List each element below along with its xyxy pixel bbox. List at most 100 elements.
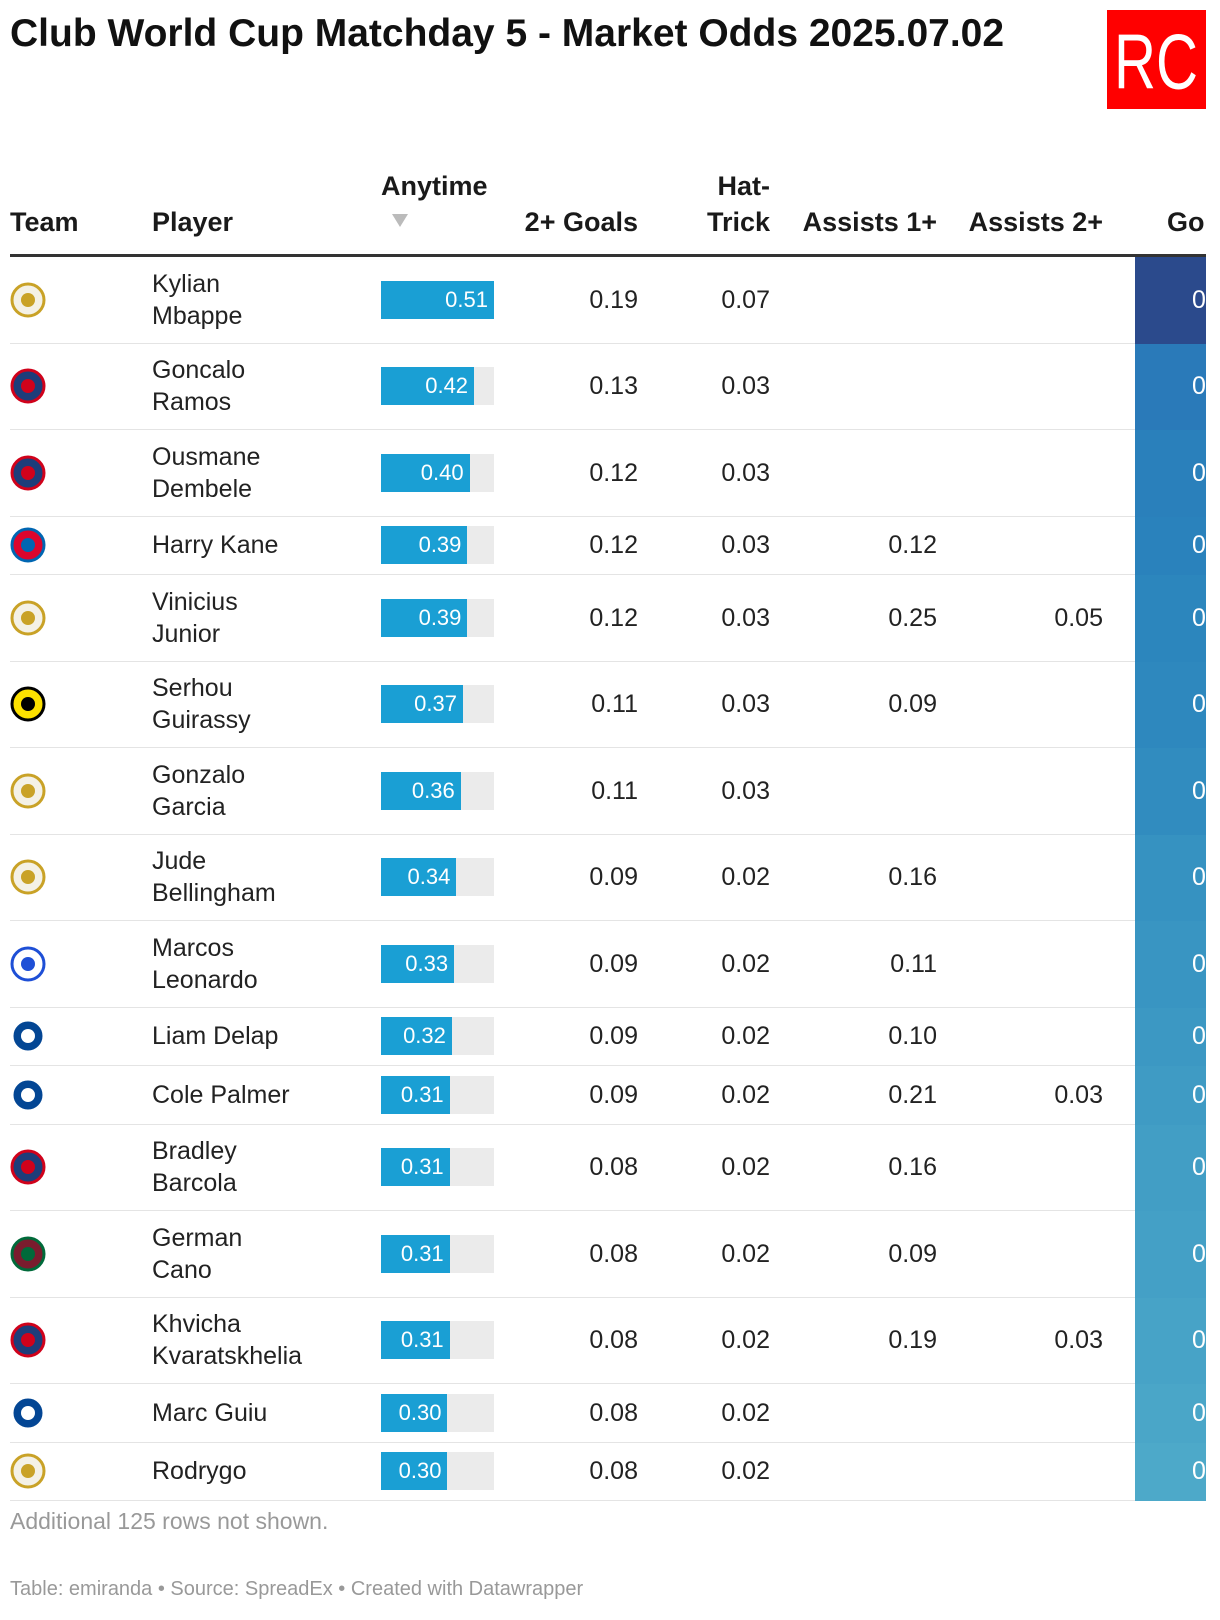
go-cell: 0 <box>1135 748 1206 835</box>
team-crest <box>10 1077 46 1113</box>
cell-value: 0.09 <box>888 690 937 719</box>
bar-track: 0.39 <box>381 526 494 565</box>
team-crest <box>10 1149 46 1185</box>
player-name: Ousmane Dembele <box>152 442 261 503</box>
bar-track: 0.31 <box>381 1148 494 1187</box>
table-body: Kylian Mbappe 0.51 0.19 0.07 0 Goncalo Ramos 0… <box>10 257 1206 1501</box>
player-cell: Ousmane Dembele <box>152 430 367 516</box>
player-cell: Khvicha Kvaratskhelia <box>152 1298 367 1384</box>
bar: 0.30 <box>381 1452 448 1491</box>
bar-label: 0.42 <box>425 373 469 399</box>
team-crest <box>10 946 46 982</box>
bar-label: 0.31 <box>400 1327 444 1353</box>
cell-value: 0.02 <box>721 1398 770 1427</box>
bar: 0.51 <box>381 280 494 319</box>
bar: 0.39 <box>381 598 468 637</box>
source: Table: emiranda • Source: SpreadEx • Cre… <box>10 1578 584 1600</box>
table-row: Vinicius Junior 0.39 0.12 0.03 0.25 0.05 0 <box>10 575 1206 662</box>
team-crest <box>10 859 46 895</box>
bar: 0.31 <box>381 1321 450 1360</box>
column-header[interactable]: Anytime <box>381 171 488 201</box>
cell-value: 0.12 <box>888 531 937 560</box>
player-name: Harry Kane <box>152 531 279 560</box>
player-cell: Kylian Mbappe <box>152 257 367 343</box>
player-name: Goncalo Ramos <box>152 356 246 417</box>
bar-label: 0.37 <box>414 691 457 717</box>
bar: 0.30 <box>381 1393 448 1432</box>
team-crest <box>10 368 46 404</box>
bar-track: 0.34 <box>381 858 494 897</box>
go-cell: 0 <box>1135 1384 1206 1443</box>
bar: 0.31 <box>381 1075 450 1114</box>
player-cell: Marcos Leonardo <box>152 921 367 1007</box>
table-row: Kylian Mbappe 0.51 0.19 0.07 0 <box>10 257 1206 344</box>
go-value: 0 <box>1192 1239 1206 1268</box>
bar-track: 0.32 <box>381 1017 494 1056</box>
cell-value: 0.03 <box>721 603 770 632</box>
bar-track: 0.30 <box>381 1393 494 1432</box>
cell-value: 0.02 <box>721 1326 770 1355</box>
player-name: Khvicha Kvaratskhelia <box>152 1310 303 1371</box>
cell-value: 0.03 <box>721 372 770 401</box>
cell-value: 0.16 <box>888 863 937 892</box>
bar-track: 0.40 <box>381 453 494 492</box>
go-value: 0 <box>1192 1022 1206 1051</box>
bar: 0.33 <box>381 944 455 983</box>
cell-value: 0.08 <box>589 1457 638 1486</box>
player-name: Vinicius Junior <box>152 587 238 648</box>
column-header-clip: Go <box>1150 160 1206 240</box>
bar: 0.39 <box>381 526 468 565</box>
cell-value: 0.12 <box>589 458 638 487</box>
cell-value: 0.08 <box>589 1398 638 1427</box>
table-row: Marc Guiu 0.30 0.08 0.02 0 <box>10 1384 1206 1443</box>
go-value: 0 <box>1192 863 1206 892</box>
cell-value: 0.09 <box>589 1022 638 1051</box>
team-crest <box>10 282 46 318</box>
bar: 0.31 <box>381 1234 450 1273</box>
bar-track: 0.51 <box>381 280 494 319</box>
cell-value: 0.03 <box>721 690 770 719</box>
go-value: 0 <box>1192 690 1206 719</box>
table-row: German Cano 0.31 0.08 0.02 0.09 0 <box>10 1211 1206 1298</box>
team-crest <box>10 455 46 491</box>
go-value: 0 <box>1192 458 1206 487</box>
bar-label: 0.36 <box>411 777 455 803</box>
cell-value: 0.02 <box>721 1080 770 1109</box>
player-name: Marc Guiu <box>152 1398 268 1427</box>
team-crest <box>10 686 46 722</box>
player-cell: Serhou Guirassy <box>152 662 367 748</box>
team-crest <box>10 1018 46 1054</box>
player-cell: Jude Bellingham <box>152 835 367 921</box>
column-header[interactable]: 2+ Goals <box>524 207 638 237</box>
go-cell: 0 <box>1135 1007 1206 1066</box>
cell-value: 0.12 <box>589 603 638 632</box>
player-cell: Cole Palmer <box>152 1066 367 1124</box>
cell-value: 0.02 <box>721 1239 770 1268</box>
cell-value: 0.25 <box>888 603 937 632</box>
cell-value: 0.09 <box>589 1080 638 1109</box>
player-cell: Gonzalo Garcia <box>152 748 367 834</box>
cell-value: 0.02 <box>721 1457 770 1486</box>
column-header[interactable]: Go <box>1167 207 1205 237</box>
column-header[interactable]: Assists 1+ <box>802 207 937 237</box>
go-cell: 0 <box>1135 921 1206 1008</box>
bar-label: 0.39 <box>418 532 462 558</box>
cell-value: 0.16 <box>888 1153 937 1182</box>
bar-label: 0.34 <box>407 864 451 890</box>
column-header[interactable]: Hat-Trick <box>706 171 770 237</box>
bar-label: 0.31 <box>400 1081 444 1107</box>
cell-value: 0.09 <box>888 1239 937 1268</box>
bar-label: 0.39 <box>418 604 462 630</box>
player-cell: Rodrygo <box>152 1443 367 1501</box>
go-value: 0 <box>1192 1457 1206 1486</box>
table-row: Cole Palmer 0.31 0.09 0.02 0.21 0.03 0 <box>10 1066 1206 1125</box>
cell-value: 0.03 <box>721 776 770 805</box>
go-cell: 0 <box>1135 430 1206 517</box>
player-cell: Vinicius Junior <box>152 575 367 661</box>
column-header[interactable]: Assists 2+ <box>968 207 1103 237</box>
go-cell: 0 <box>1135 1124 1206 1211</box>
go-value: 0 <box>1192 372 1206 401</box>
player-cell: Goncalo Ramos <box>152 344 367 430</box>
bar: 0.34 <box>381 858 457 897</box>
